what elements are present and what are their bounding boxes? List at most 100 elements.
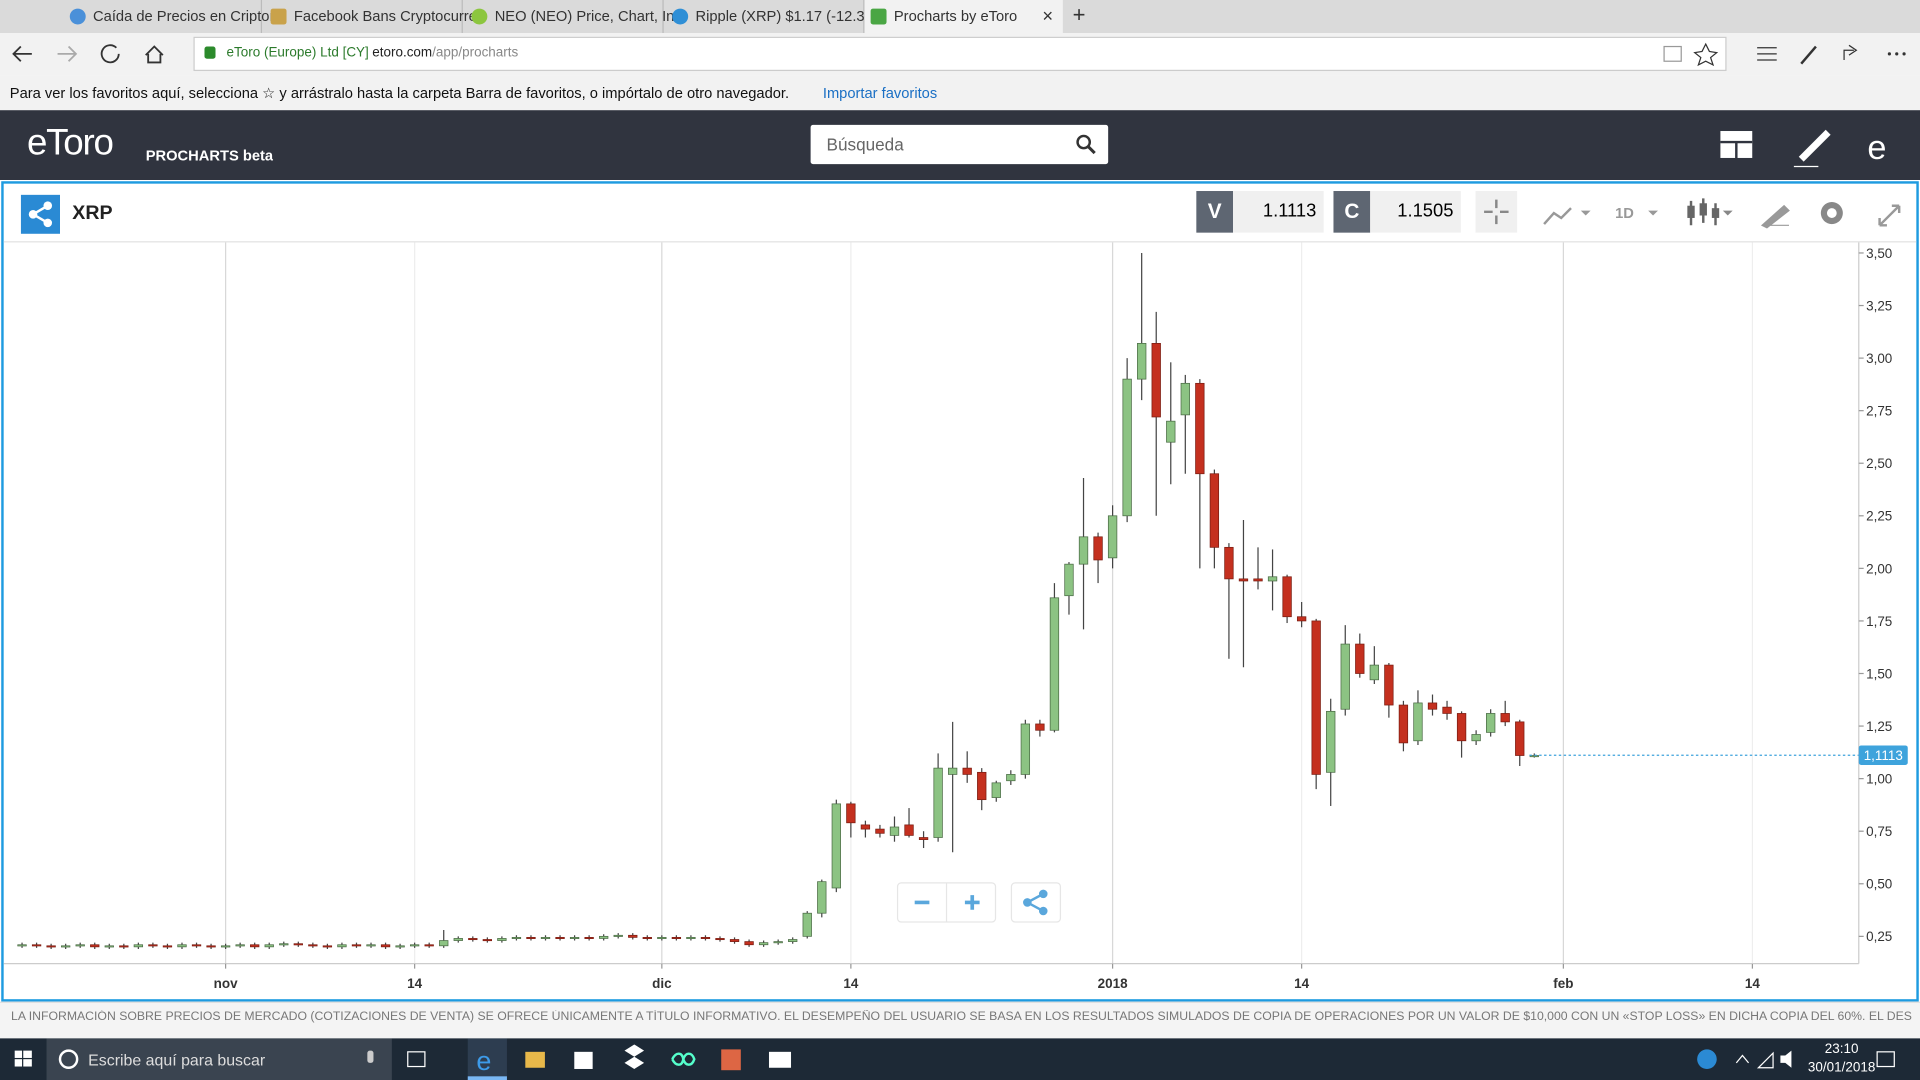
candle-body (293, 943, 303, 946)
tab[interactable]: Facebook Bans Cryptocurre (264, 0, 477, 34)
search-icon (1076, 134, 1096, 155)
candle-body (584, 937, 594, 939)
taskbar: e Escribe aquí para buscar 23:10 30/01/2… (0, 1038, 1920, 1080)
candle-body (308, 944, 318, 947)
buy-label[interactable]: C (1333, 191, 1371, 233)
tab[interactable]: Ripple (XRP) $1.17 (-12.36% (666, 0, 886, 34)
price-marker (1858, 745, 1908, 766)
candle-body (1020, 723, 1031, 775)
candle-body (235, 944, 245, 947)
candle-body (1427, 702, 1438, 710)
candle-body (1180, 382, 1190, 416)
candle-body (1166, 420, 1176, 443)
tab-active[interactable]: Procharts by eToro × (864, 0, 1063, 34)
candle-body (991, 782, 1001, 798)
candle-body (933, 767, 943, 838)
candle-body (1282, 576, 1292, 618)
candle-body (860, 824, 871, 830)
y-tick-label: 1,50 (1866, 666, 1892, 681)
x-tick-label: 14 (843, 976, 858, 991)
y-tick-label: 3,25 (1866, 298, 1892, 313)
tab-title: Caída de Precios en Cripton (93, 7, 278, 25)
y-tick-label: 0,75 (1866, 824, 1892, 839)
candle-body (424, 944, 434, 947)
candle-body (1471, 734, 1481, 742)
candle-body (497, 938, 507, 941)
candle-body (191, 944, 202, 947)
site-identity: eToro (Europe) Ltd [CY] (226, 45, 369, 61)
y-tick-label: 1,00 (1866, 772, 1892, 787)
new-tab[interactable]: + (1072, 2, 1086, 27)
candle-body (1064, 563, 1074, 597)
y-tick-label: 3,50 (1866, 246, 1892, 261)
y-tick-label: 2,00 (1866, 561, 1892, 576)
buy-price[interactable]: 1.1505 (1370, 191, 1461, 233)
candle-body (758, 942, 769, 946)
candle-body (875, 828, 885, 834)
url: etoro.com/app/procharts (372, 45, 518, 60)
candle-body (802, 912, 812, 937)
app-header: eToro PROCHARTS beta Búsqueda e (0, 110, 1920, 181)
svg-text:e: e (1867, 129, 1886, 167)
candle-body (1238, 578, 1249, 582)
search-box[interactable]: Búsqueda (810, 124, 1109, 165)
url-field[interactable]: eToro (Europe) Ltd [CY] etoro.com/app/pr… (193, 36, 1727, 72)
candle-body (1500, 713, 1510, 723)
candle-body (540, 937, 551, 939)
candle-body (104, 945, 114, 948)
tab-title: Facebook Bans Cryptocurre (293, 7, 477, 25)
candle-body (1006, 774, 1016, 782)
toolbar-icons[interactable] (1468, 184, 1916, 242)
nav-buttons[interactable] (0, 33, 184, 76)
zoom-controls[interactable] (894, 879, 1065, 926)
candle-body (1442, 706, 1452, 714)
candle-body (1253, 578, 1263, 582)
sell-label[interactable]: V (1196, 191, 1234, 233)
tray-icons[interactable] (1690, 1038, 1812, 1080)
favorites-message: Para ver los favoritos aquí, selecciona … (9, 84, 790, 102)
tab[interactable]: Caída de Precios en Cripton (64, 0, 278, 34)
candle-body (322, 945, 333, 948)
candle-body (133, 944, 144, 948)
logo[interactable]: eToro (26, 122, 113, 163)
svg-text:e: e (476, 1046, 491, 1076)
candle-body (206, 945, 216, 948)
candle-body (889, 826, 900, 836)
candle-body (439, 940, 449, 947)
candle-body (31, 944, 42, 947)
taskbar-search[interactable]: Escribe aquí para buscar (88, 1050, 266, 1069)
candle-body (1296, 616, 1307, 622)
candle-body (1137, 343, 1147, 380)
candle-body (657, 937, 667, 939)
candle-body (569, 937, 580, 939)
timeframe[interactable]: 1D (1615, 204, 1634, 222)
candle-body (904, 824, 914, 836)
candle-body (264, 944, 274, 948)
clock-date: 30/01/2018 (1807, 1060, 1876, 1076)
candle-body (351, 944, 362, 947)
taskbar-left[interactable]: e (0, 1038, 833, 1080)
tab-title: Procharts by eToro (893, 7, 1018, 25)
favorites-link[interactable]: Importar favoritos (822, 84, 938, 102)
x-tick-label: nov (214, 976, 238, 991)
candle-body (831, 803, 841, 889)
candle-body (729, 939, 740, 942)
instrument-icon (20, 194, 61, 234)
search-placeholder: Búsqueda (826, 134, 904, 155)
notifications[interactable] (1873, 1048, 1897, 1072)
candle-body (453, 938, 463, 941)
candle-body (1078, 536, 1089, 565)
header-icons[interactable]: e (1708, 120, 1916, 171)
candle-body (409, 944, 420, 947)
candle-body (526, 937, 536, 939)
tab-bar: Caída de Precios en Cripton Facebook Ban… (0, 0, 1920, 34)
address-bar: eToro (Europe) Ltd [CY] etoro.com/app/pr… (0, 33, 1920, 76)
candle-body (468, 938, 478, 941)
sell-price[interactable]: 1.1113 (1233, 191, 1324, 233)
candle-body (1413, 702, 1423, 742)
candle-body (1486, 713, 1496, 733)
browser-icons[interactable] (1659, 33, 1920, 76)
tab[interactable]: NEO (NEO) Price, Chart, Info (465, 0, 687, 34)
instrument-name: XRP (72, 203, 113, 225)
candle-body (686, 937, 696, 939)
